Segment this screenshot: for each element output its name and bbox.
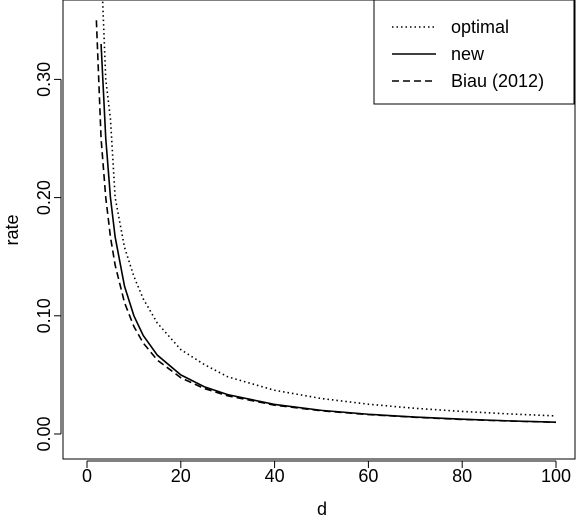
x-tick-label: 20 xyxy=(171,466,191,486)
legend-label-optimal: optimal xyxy=(451,17,509,37)
x-tick-label: 100 xyxy=(541,466,571,486)
x-axis: 0 20 40 60 80 100 xyxy=(82,460,571,486)
y-tick-label: 0.20 xyxy=(34,180,54,215)
series-layer xyxy=(95,0,557,424)
y-tick-label: 0.10 xyxy=(34,298,54,333)
series-line-optimal xyxy=(101,0,557,417)
x-tick-label: 60 xyxy=(358,466,378,486)
y-axis: 0.00 0.10 0.20 0.30 xyxy=(34,62,62,452)
y-tick-label: 0.30 xyxy=(34,62,54,97)
legend-label-new: new xyxy=(451,44,485,64)
plot-frame xyxy=(62,0,576,460)
y-axis-title: rate xyxy=(2,214,22,245)
legend-box xyxy=(373,0,575,105)
x-tick-label: 0 xyxy=(82,466,92,486)
x-tick-label: 80 xyxy=(452,466,472,486)
series-line-biau-2012 xyxy=(95,20,557,424)
y-tick-label: 0.00 xyxy=(34,416,54,451)
legend: optimal new Biau (2012) xyxy=(373,0,575,105)
x-tick-label: 40 xyxy=(265,466,285,486)
legend-label-biau-2012: Biau (2012) xyxy=(451,71,544,91)
x-axis-title: d xyxy=(317,499,327,518)
